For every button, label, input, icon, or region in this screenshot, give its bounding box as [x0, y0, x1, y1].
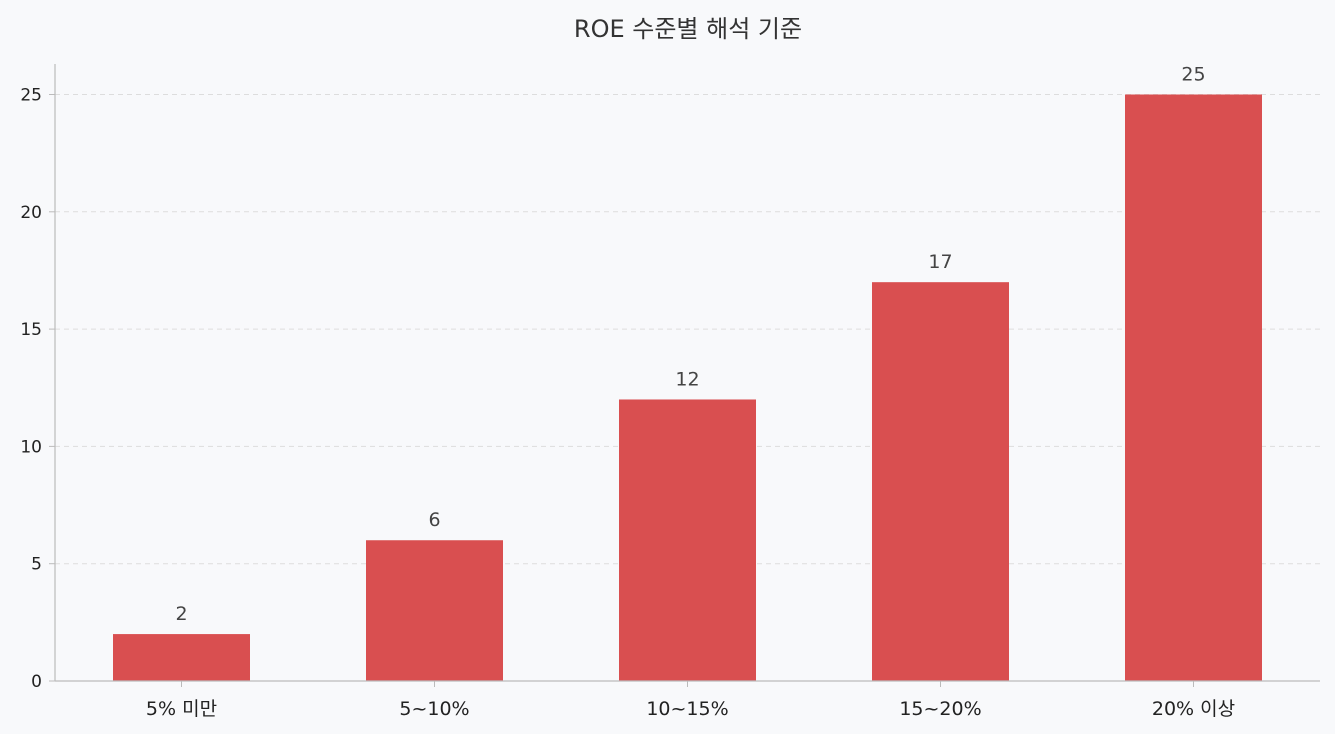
y-tick-label: 15	[20, 320, 42, 340]
grid-lines	[55, 93, 1320, 565]
y-tick-label: 25	[20, 85, 42, 105]
chart-title: ROE 수준별 해석 기준	[574, 15, 802, 43]
bar-value-label: 17	[928, 251, 952, 273]
bar	[366, 540, 503, 681]
bars	[113, 94, 1262, 681]
x-tick-label: 10~15%	[646, 698, 728, 720]
x-tick-label: 15~20%	[899, 698, 981, 720]
bar-value-label: 12	[675, 368, 699, 390]
bar	[872, 282, 1009, 681]
x-tick-label: 5% 미만	[146, 698, 217, 720]
y-tick-label: 20	[20, 203, 42, 223]
bar-value-label: 25	[1181, 63, 1205, 85]
y-tick-label: 10	[20, 437, 42, 457]
bar	[1125, 94, 1262, 681]
labels: 0 5 10 15 20 25 5% 미만 2 5~10% 6 10~15% 12 15~20% 17 20…	[20, 63, 1235, 720]
bar-value-label: 6	[428, 509, 440, 531]
x-tick-label: 20% 이상	[1152, 698, 1235, 720]
x-tick-label: 5~10%	[399, 698, 469, 720]
y-tick-label: 0	[31, 672, 42, 692]
y-tick-label: 5	[31, 555, 42, 575]
bar	[113, 634, 250, 681]
bar-value-label: 2	[175, 603, 187, 625]
bar	[619, 399, 756, 681]
axes	[49, 64, 1320, 687]
